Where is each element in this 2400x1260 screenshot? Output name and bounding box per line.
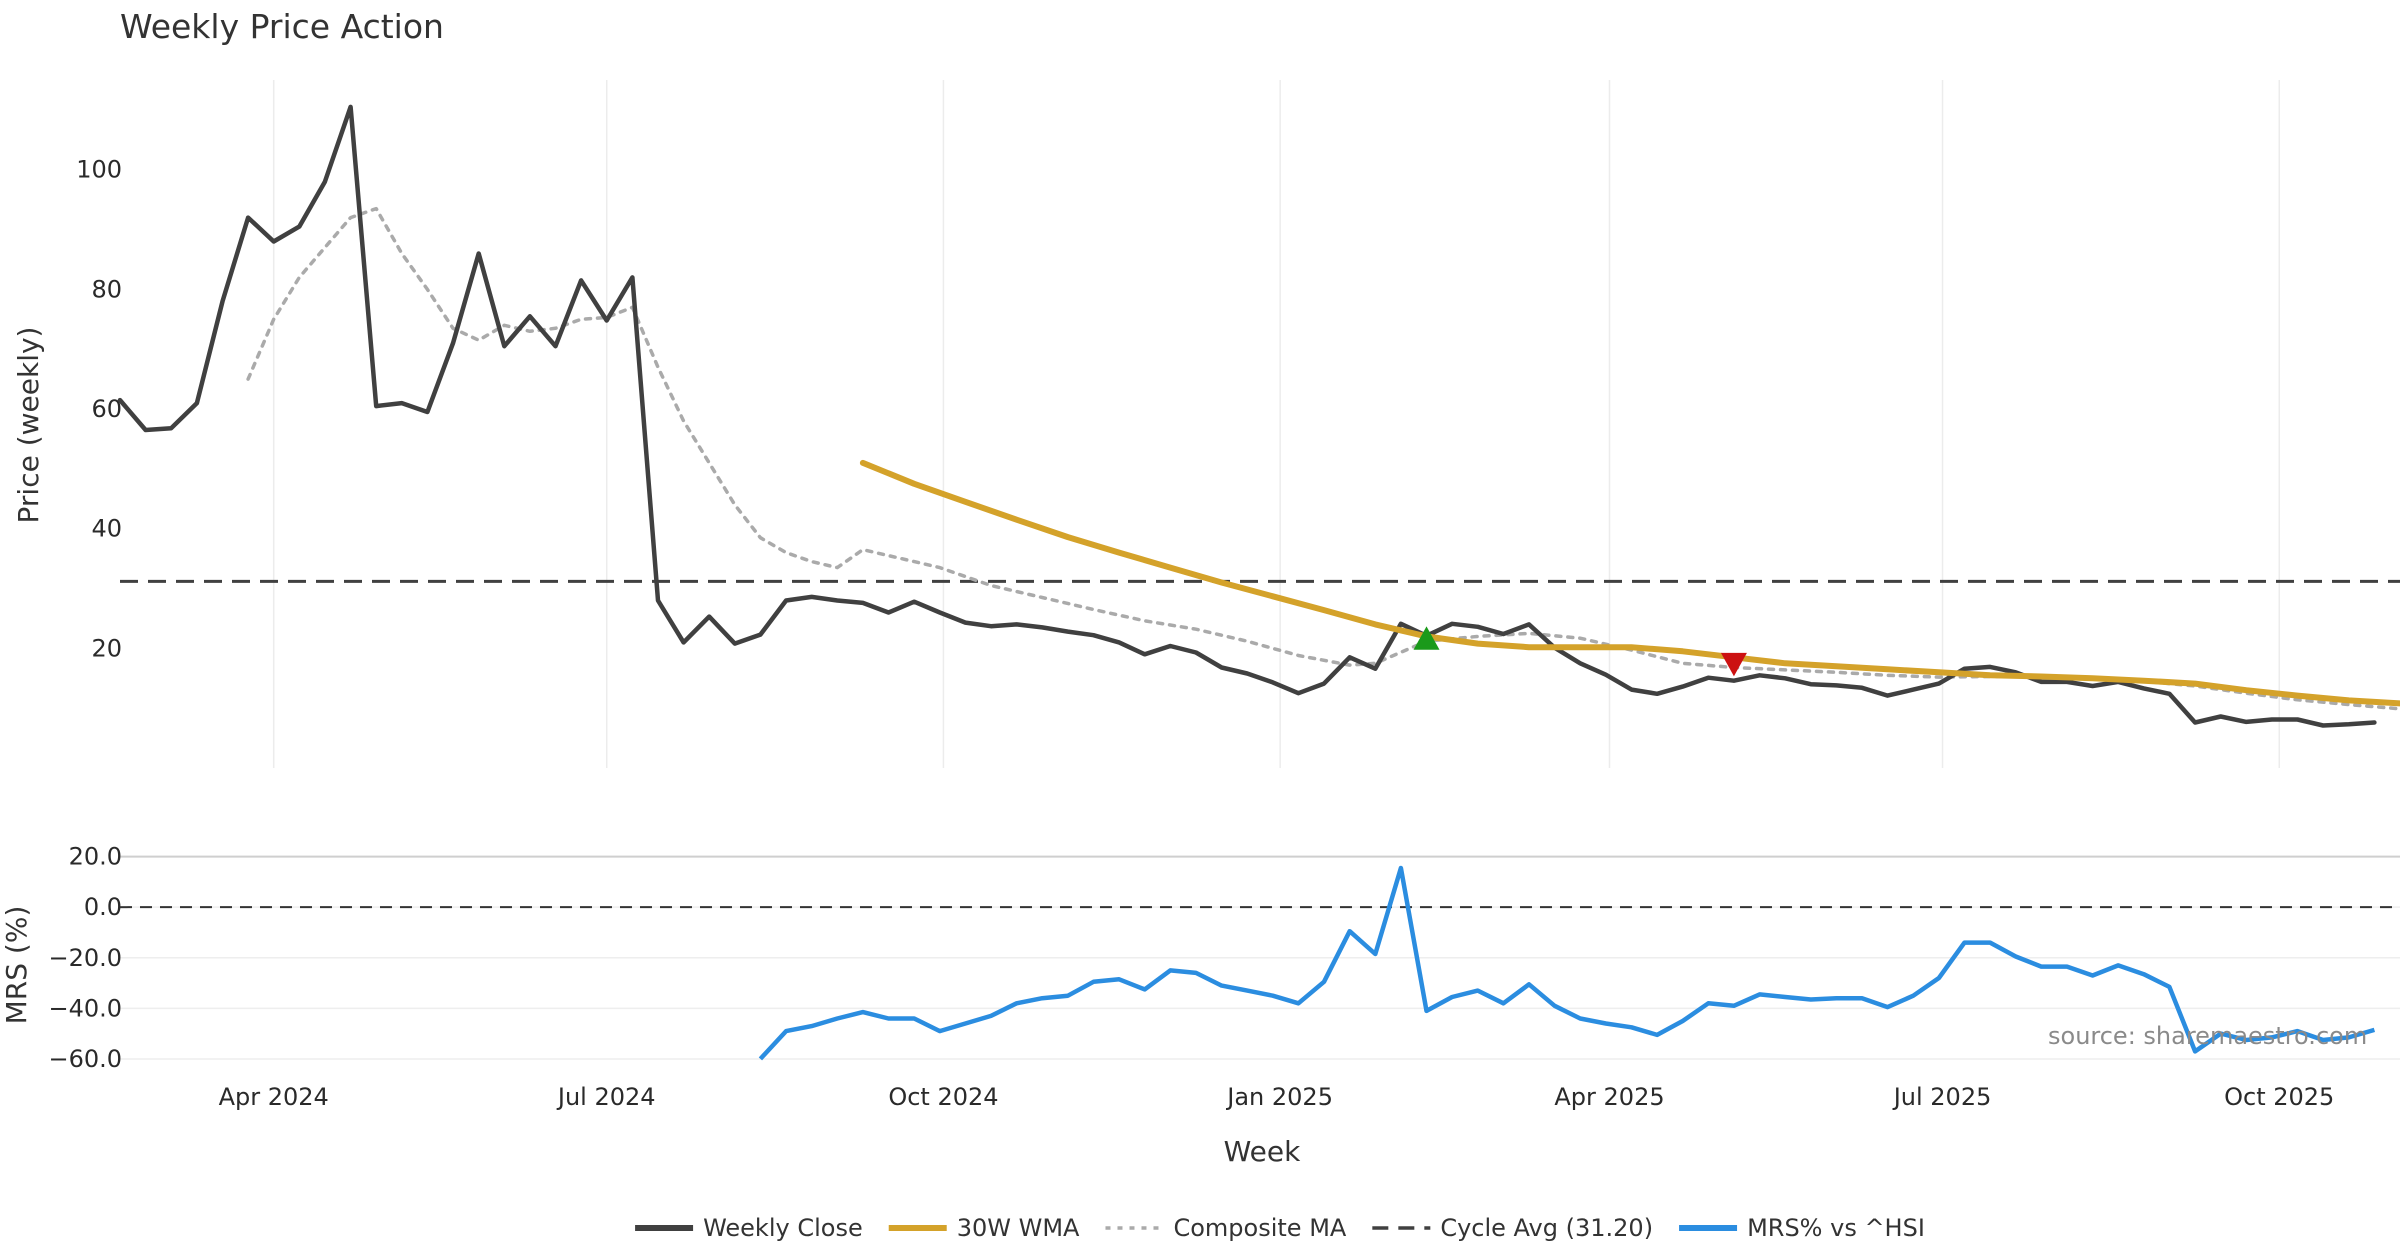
price-y-tick-2: 60 [91,395,122,423]
x-tick-4: Apr 2025 [1554,1083,1664,1111]
x-tick-0: Apr 2024 [219,1083,329,1111]
price-y-tick-1: 40 [91,515,122,543]
price-y-tick-4: 100 [76,156,122,184]
x-tick-6: Oct 2025 [2224,1083,2334,1111]
x-tick-labels: Apr 2024 Jul 2024 Oct 2024 Jan 2025 Apr 2025… [219,1083,2335,1111]
vertical-gridlines [272,80,2280,768]
chart-title: Weekly Price Action [120,7,444,46]
price-y-tick-0: 20 [91,634,122,662]
x-tick-5: Jul 2025 [1892,1083,1992,1111]
series-30w-wma [859,459,2400,707]
mrs-y-tick-4: −60.0 [48,1045,122,1073]
x-tick-2: Oct 2024 [888,1083,998,1111]
series-composite-ma [246,206,2400,711]
x-axis-label: Week [1224,1135,1301,1168]
price-series-lines [117,104,2400,728]
buy-signal-marker [1413,626,1440,650]
mrs-y-tick-0: 20.0 [69,843,122,871]
signal-markers [1413,626,1747,677]
mrs-y-tick-1: 0.0 [84,893,122,921]
series-mrs-vs-hsi [758,865,2376,1061]
mrs-series-lines [758,865,2376,1061]
legend-label-composite-ma: Composite MA [1173,1214,1346,1242]
legend-label-weekly-close: Weekly Close [703,1214,863,1242]
price-y-tick-3: 80 [91,275,122,303]
mrs-y-tick-2: −20.0 [48,944,122,972]
mrs-y-axis-label: MRS (%) [0,906,33,1025]
legend-label-30w-wma: 30W WMA [957,1214,1080,1242]
legend-label-mrs-vs-hsi: MRS% vs ^HSI [1747,1214,1925,1242]
price-y-tick-labels: 20 40 60 80 100 [76,156,122,663]
chart-legend: Weekly Close 30W WMA Composite MA Cycle Avg… [635,1214,1925,1242]
legend-label-cycle-avg-31-20: Cycle Avg (31.20) [1440,1214,1653,1242]
series-weekly-close [117,104,2377,728]
price-y-axis-label: Price (weekly) [12,327,45,524]
x-tick-1: Jul 2024 [556,1083,656,1111]
mrs-y-tick-3: −40.0 [48,994,122,1022]
source-attribution: source: sharemaestro.com [2048,1022,2367,1050]
mrs-y-tick-labels: 20.0 0.0 −20.0 −40.0 −60.0 [48,843,122,1073]
sell-signal-marker [1720,652,1747,677]
x-tick-3: Jan 2025 [1225,1083,1333,1111]
